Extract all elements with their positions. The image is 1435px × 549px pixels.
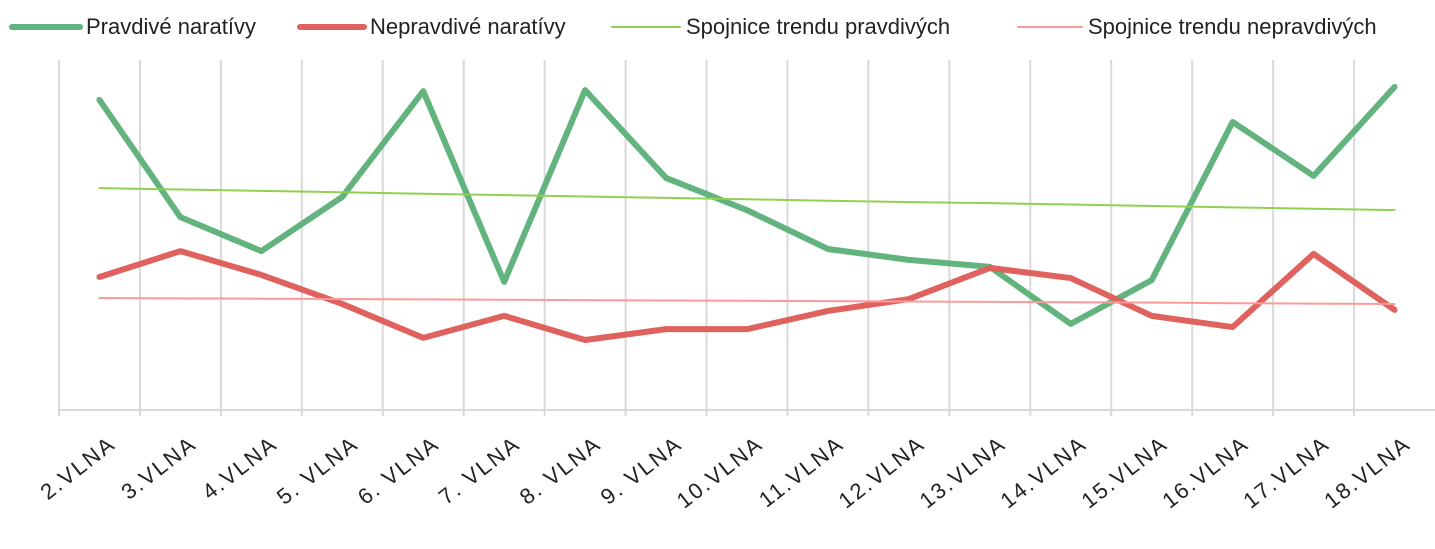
- x-tick-label: 16.VLNA: [1157, 431, 1253, 514]
- x-tick-label: 9. VLNA: [596, 431, 687, 510]
- series-line: [98, 297, 1396, 305]
- x-tick-label: 3.VLNA: [116, 431, 201, 505]
- legend-label: Spojnice trendu nepravdivých: [1088, 14, 1377, 39]
- x-tick-label: 15.VLNA: [1077, 431, 1173, 514]
- x-tick-label: 6. VLNA: [353, 431, 444, 510]
- series-line: [96, 83, 1398, 327]
- series-line: [96, 248, 1398, 343]
- legend-label: Pravdivé naratívy: [86, 14, 256, 39]
- x-tick-label: 13.VLNA: [915, 431, 1011, 514]
- legend-label: Nepravdivé naratívy: [370, 14, 566, 39]
- x-tick-label: 18.VLNA: [1319, 431, 1415, 514]
- x-tick-label: 4.VLNA: [197, 431, 282, 505]
- x-tick-label: 7. VLNA: [434, 431, 525, 510]
- x-tick-label: 17.VLNA: [1238, 431, 1334, 514]
- x-tick-label: 14.VLNA: [996, 431, 1092, 514]
- x-tick-label: 11.VLNA: [754, 431, 849, 513]
- x-tick-label: 12.VLNA: [834, 431, 930, 514]
- x-tick-label: 10.VLNA: [672, 431, 768, 514]
- x-tick-label: 8. VLNA: [515, 431, 606, 510]
- x-tick-label: 2.VLNA: [36, 431, 121, 505]
- legend-label: Spojnice trendu pravdivých: [686, 14, 950, 39]
- series-line: [98, 187, 1396, 212]
- x-tick-label: 5. VLNA: [272, 431, 363, 510]
